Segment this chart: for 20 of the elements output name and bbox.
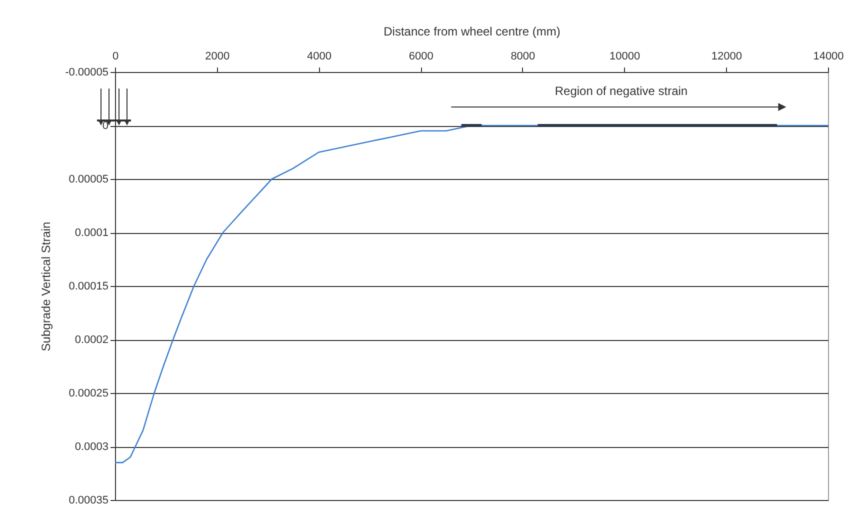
y-tick-label: 0.00035 (68, 494, 108, 506)
y-axis-title: Subgrade Vertical Strain (39, 222, 54, 352)
x-tick-label: 8000 (510, 50, 536, 62)
y-tick-label: 0.0002 (74, 334, 108, 346)
x-tick-label: 10000 (609, 50, 640, 62)
annotation: Region of negative strain (554, 84, 688, 98)
y-tick-label: -0.00005 (65, 66, 108, 78)
x-tick-label: 12000 (711, 50, 742, 62)
y-tick-label: 0.0001 (74, 227, 108, 239)
y-tick-label: 0.00005 (68, 174, 108, 186)
y-tick-label: 0.00025 (68, 388, 108, 400)
x-tick-label: 2000 (205, 50, 230, 62)
x-tick-label: 14000 (813, 50, 844, 62)
x-tick-label: 4000 (306, 50, 332, 62)
x-tick-label: 6000 (408, 50, 434, 62)
y-tick-label: 0.00015 (68, 280, 108, 292)
x-axis-title: Distance from wheel centre (mm) (384, 24, 560, 38)
y-tick-label: 0.0003 (74, 441, 108, 453)
x-tick-label: 0 (112, 50, 119, 62)
y-tick-label: 0 (102, 120, 108, 132)
